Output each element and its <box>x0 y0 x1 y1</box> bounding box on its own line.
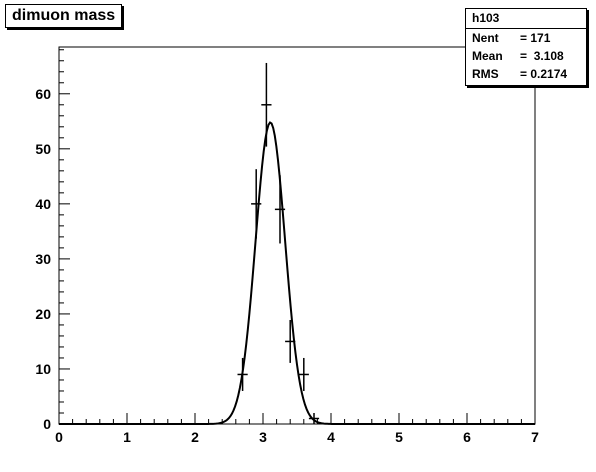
data-point <box>261 62 272 147</box>
y-tick-label: 10 <box>35 361 51 377</box>
data-point <box>298 357 309 391</box>
x-tick-label: 3 <box>259 429 267 445</box>
x-tick-label: 0 <box>55 429 63 445</box>
stats-label: Mean <box>472 49 503 63</box>
stats-eq: = <box>520 49 528 63</box>
x-tick-label: 6 <box>463 429 471 445</box>
tick-labels: 0 1 2 3 4 5 6 7 0 10 20 30 40 50 60 <box>35 86 539 445</box>
y-tick-label: 40 <box>35 196 51 212</box>
x-tick-label: 4 <box>327 429 335 445</box>
data-point <box>237 357 248 391</box>
gaussian-fit-curve <box>59 121 535 425</box>
x-tick-label: 5 <box>395 429 403 445</box>
stats-separator <box>466 28 586 29</box>
stats-value: 0.2174 <box>530 67 568 81</box>
stats-eq: = <box>520 31 528 45</box>
chart-title: dimuon mass <box>5 4 123 28</box>
y-tick-label: 30 <box>35 251 51 267</box>
y-tick-label: 20 <box>35 306 51 322</box>
data-point <box>274 175 286 244</box>
data-point <box>251 169 262 239</box>
histogram-name: h103 <box>472 11 500 25</box>
y-tick-label: 60 <box>35 86 51 102</box>
stats-row-nent: Nent = 171 <box>472 31 550 45</box>
x-tick-label: 7 <box>531 429 539 445</box>
stats-row-mean: Mean = 3.108 <box>472 49 564 63</box>
x-tick-label: 2 <box>191 429 199 445</box>
y-tick-label: 50 <box>35 141 51 157</box>
stats-label: RMS <box>472 67 499 81</box>
stats-value: 171 <box>530 31 551 45</box>
stats-label: Nent <box>472 31 499 45</box>
plot-frame <box>58 46 536 425</box>
y-tick-label: 0 <box>43 416 51 432</box>
x-tick-label: 1 <box>123 429 131 445</box>
stats-eq: = <box>520 67 528 81</box>
stats-value: 3.108 <box>530 49 564 63</box>
stats-box: h103 Nent = 171 Mean = 3.108 RMS = 0.2174 <box>465 8 587 86</box>
data-point <box>308 412 320 424</box>
data-points <box>237 62 320 424</box>
stats-row-rms: RMS = 0.2174 <box>472 67 567 81</box>
data-point <box>285 319 296 363</box>
